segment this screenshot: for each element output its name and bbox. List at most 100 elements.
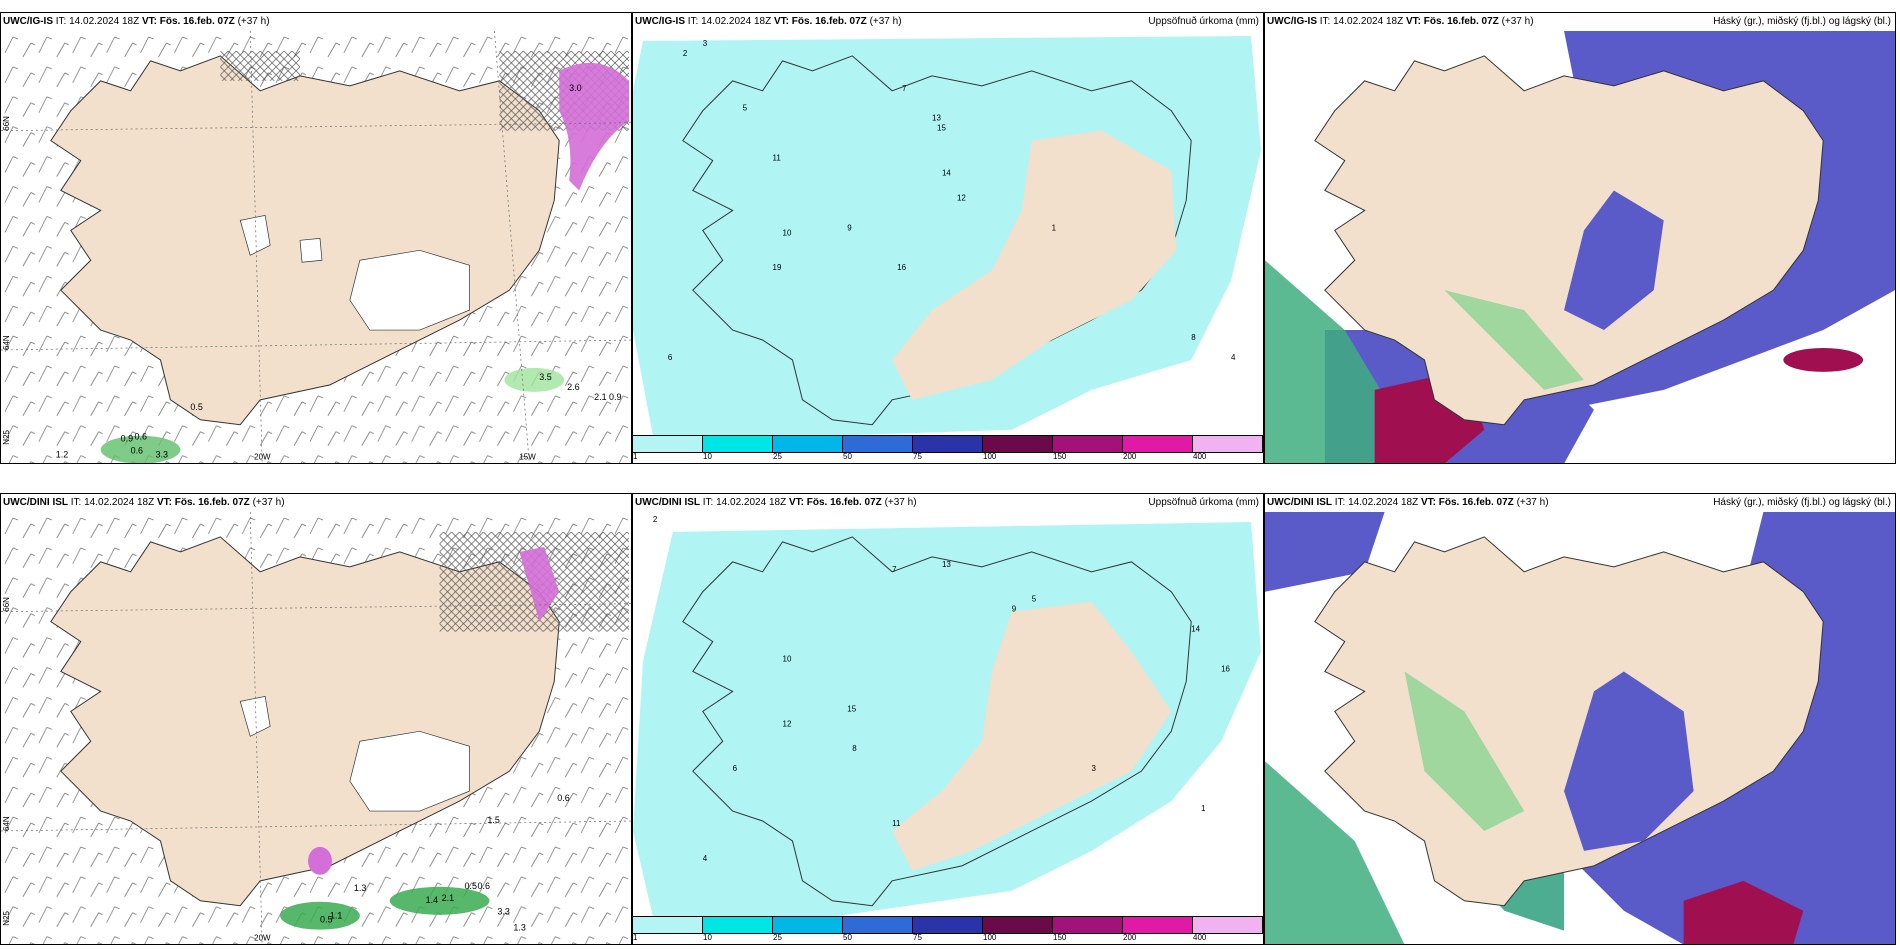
precip-value: 9 (847, 223, 852, 232)
panel-precip-top: UWC/IG-IS IT: 14.02.2024 18Z VT: Fös. 16… (632, 12, 1264, 464)
precip-value: 6 (668, 353, 673, 362)
value-label: 1.1 (330, 911, 342, 921)
colorbar-swatch (913, 917, 983, 933)
wind-map: 66N 64N N25 20W 15W 3.0 0.5 0.9 0.6 0.6 … (1, 31, 631, 463)
dry-area (892, 130, 1177, 400)
panel-header: UWC/DINI ISL IT: 14.02.2024 18Z VT: Fös.… (3, 497, 285, 508)
lat-label: 64N (2, 816, 11, 831)
colorbar-label: 10 (703, 933, 712, 942)
precip-value: 1 (1201, 804, 1206, 813)
precip-value: 1 (1052, 223, 1057, 232)
colorbar-swatch (913, 436, 983, 452)
value-label: 2.1 (594, 392, 606, 402)
value-label: 0.5 (190, 402, 202, 412)
value-label: 2.1 (442, 893, 454, 903)
cloud-mid-overland (1564, 190, 1664, 331)
precip-blob-small (389, 886, 490, 915)
colorbar-label: 200 (1123, 933, 1137, 942)
precip-value: 11 (773, 154, 782, 163)
precip-value: 9 (1012, 605, 1017, 614)
colorbar-swatch (633, 436, 703, 452)
lon-label: 20W (254, 934, 271, 943)
value-label: 0.5 (465, 881, 477, 891)
precip-blob (559, 62, 629, 191)
colorbar-swatch (773, 917, 843, 933)
value-label: 0.5 (320, 915, 332, 925)
precip-value: 12 (783, 719, 792, 728)
cloud-map (1265, 512, 1895, 944)
precip-map: 2 7 10 12 13 15 5 6 8 4 3 1 9 11 14 16 (633, 512, 1263, 917)
glacier-langjokull (239, 696, 271, 737)
glacier-hofsjokull (299, 237, 323, 263)
value-label: 0.6 (135, 432, 147, 442)
value-label: 0.9 (609, 392, 621, 402)
panel-header: UWC/IG-IS IT: 14.02.2024 18Z VT: Fös. 16… (1267, 16, 1534, 27)
precip-blob (519, 546, 560, 622)
cloud-high-overland (1444, 290, 1584, 390)
colorbar-label: 75 (913, 933, 922, 942)
lon-label: 15W (519, 453, 536, 462)
iceland-landmass (50, 536, 560, 907)
value-label: 0.6 (477, 881, 489, 891)
colorbar-swatch (843, 917, 913, 933)
value-label: 3.5 (539, 372, 551, 382)
precip-value: 12 (957, 193, 966, 202)
colorbar-label: 1 (633, 452, 638, 461)
colorbar-swatch (703, 917, 773, 933)
colorbar-swatch (983, 436, 1053, 452)
precip-blob-small (280, 901, 360, 930)
wind-map: 66N 64N N25 20W 1.5 0.6 0.5 0.6 1.3 1.1 … (1, 512, 631, 944)
colorbar-swatch (1193, 436, 1263, 452)
colorbar-label: 25 (773, 933, 782, 942)
cloud-high-area (1265, 761, 1405, 944)
precip-value: 15 (937, 124, 946, 133)
panel-header: UWC/DINI ISL IT: 14.02.2024 18Z VT: Fös.… (1267, 497, 1549, 508)
colorbar-swatch (843, 436, 913, 452)
colorbar-label: 150 (1053, 933, 1067, 942)
colorbar-label: 100 (983, 452, 997, 461)
value-label: 3.3 (156, 450, 168, 460)
value-label: 1.5 (487, 815, 499, 825)
glacier-langjokull (239, 215, 271, 256)
colorbar-swatches (633, 435, 1263, 453)
colorbar-swatch (1053, 917, 1123, 933)
value-label: 0.6 (557, 793, 569, 803)
panel-cloud-top: UWC/IG-IS IT: 14.02.2024 18Z VT: Fös. 16… (1264, 12, 1896, 464)
precip-value: 16 (1221, 664, 1230, 673)
value-label: 2.6 (567, 382, 579, 392)
cloud-mid-overland (1564, 671, 1694, 851)
precip-value: 2 (653, 515, 658, 524)
colorbar-swatches (633, 916, 1263, 934)
lat-label: N25 (2, 429, 11, 444)
colorbar-label: 1 (633, 933, 638, 942)
precip-blob-small (100, 435, 181, 463)
colorbar: 1 10 25 50 75 100 150 200 400 (633, 435, 1263, 463)
colorbar-swatch (983, 917, 1053, 933)
value-label: 3.3 (497, 907, 509, 917)
precip-value: 4 (703, 854, 708, 863)
panel-header: UWC/IG-IS IT: 14.02.2024 18Z VT: Fös. 16… (3, 16, 270, 27)
precip-value: 11 (892, 819, 901, 828)
colorbar: 1 10 25 50 75 100 150 200 400 (633, 916, 1263, 944)
precip-value: 7 (902, 84, 907, 93)
value-label: 0.6 (131, 446, 143, 456)
value-label: 1.3 (513, 923, 525, 933)
precip-blob-small (504, 367, 565, 392)
precip-value: 19 (773, 263, 782, 272)
precip-value: 8 (852, 744, 857, 753)
colorbar-swatch (1123, 917, 1193, 933)
colorbar-label: 200 (1123, 452, 1137, 461)
iceland-landmass (1314, 55, 1824, 426)
panel-wind-top: UWC/IG-IS IT: 14.02.2024 18Z VT: Fös. 16… (0, 12, 632, 464)
cloud-map (1265, 31, 1895, 463)
precip-value: 2 (683, 49, 688, 58)
panel-title-right: Uppsöfnuð úrkoma (mm) (1148, 497, 1259, 508)
precip-value: 13 (932, 114, 941, 123)
iceland-landmass (1314, 536, 1824, 907)
panel-precip-bottom: UWC/DINI ISL IT: 14.02.2024 18Z VT: Fös.… (632, 493, 1264, 945)
cloud-red-area (1783, 347, 1864, 372)
precip-value: 3 (1092, 764, 1097, 773)
colorbar-label: 75 (913, 452, 922, 461)
colorbar-label: 400 (1193, 452, 1207, 461)
lat-label: 66N (2, 597, 11, 612)
